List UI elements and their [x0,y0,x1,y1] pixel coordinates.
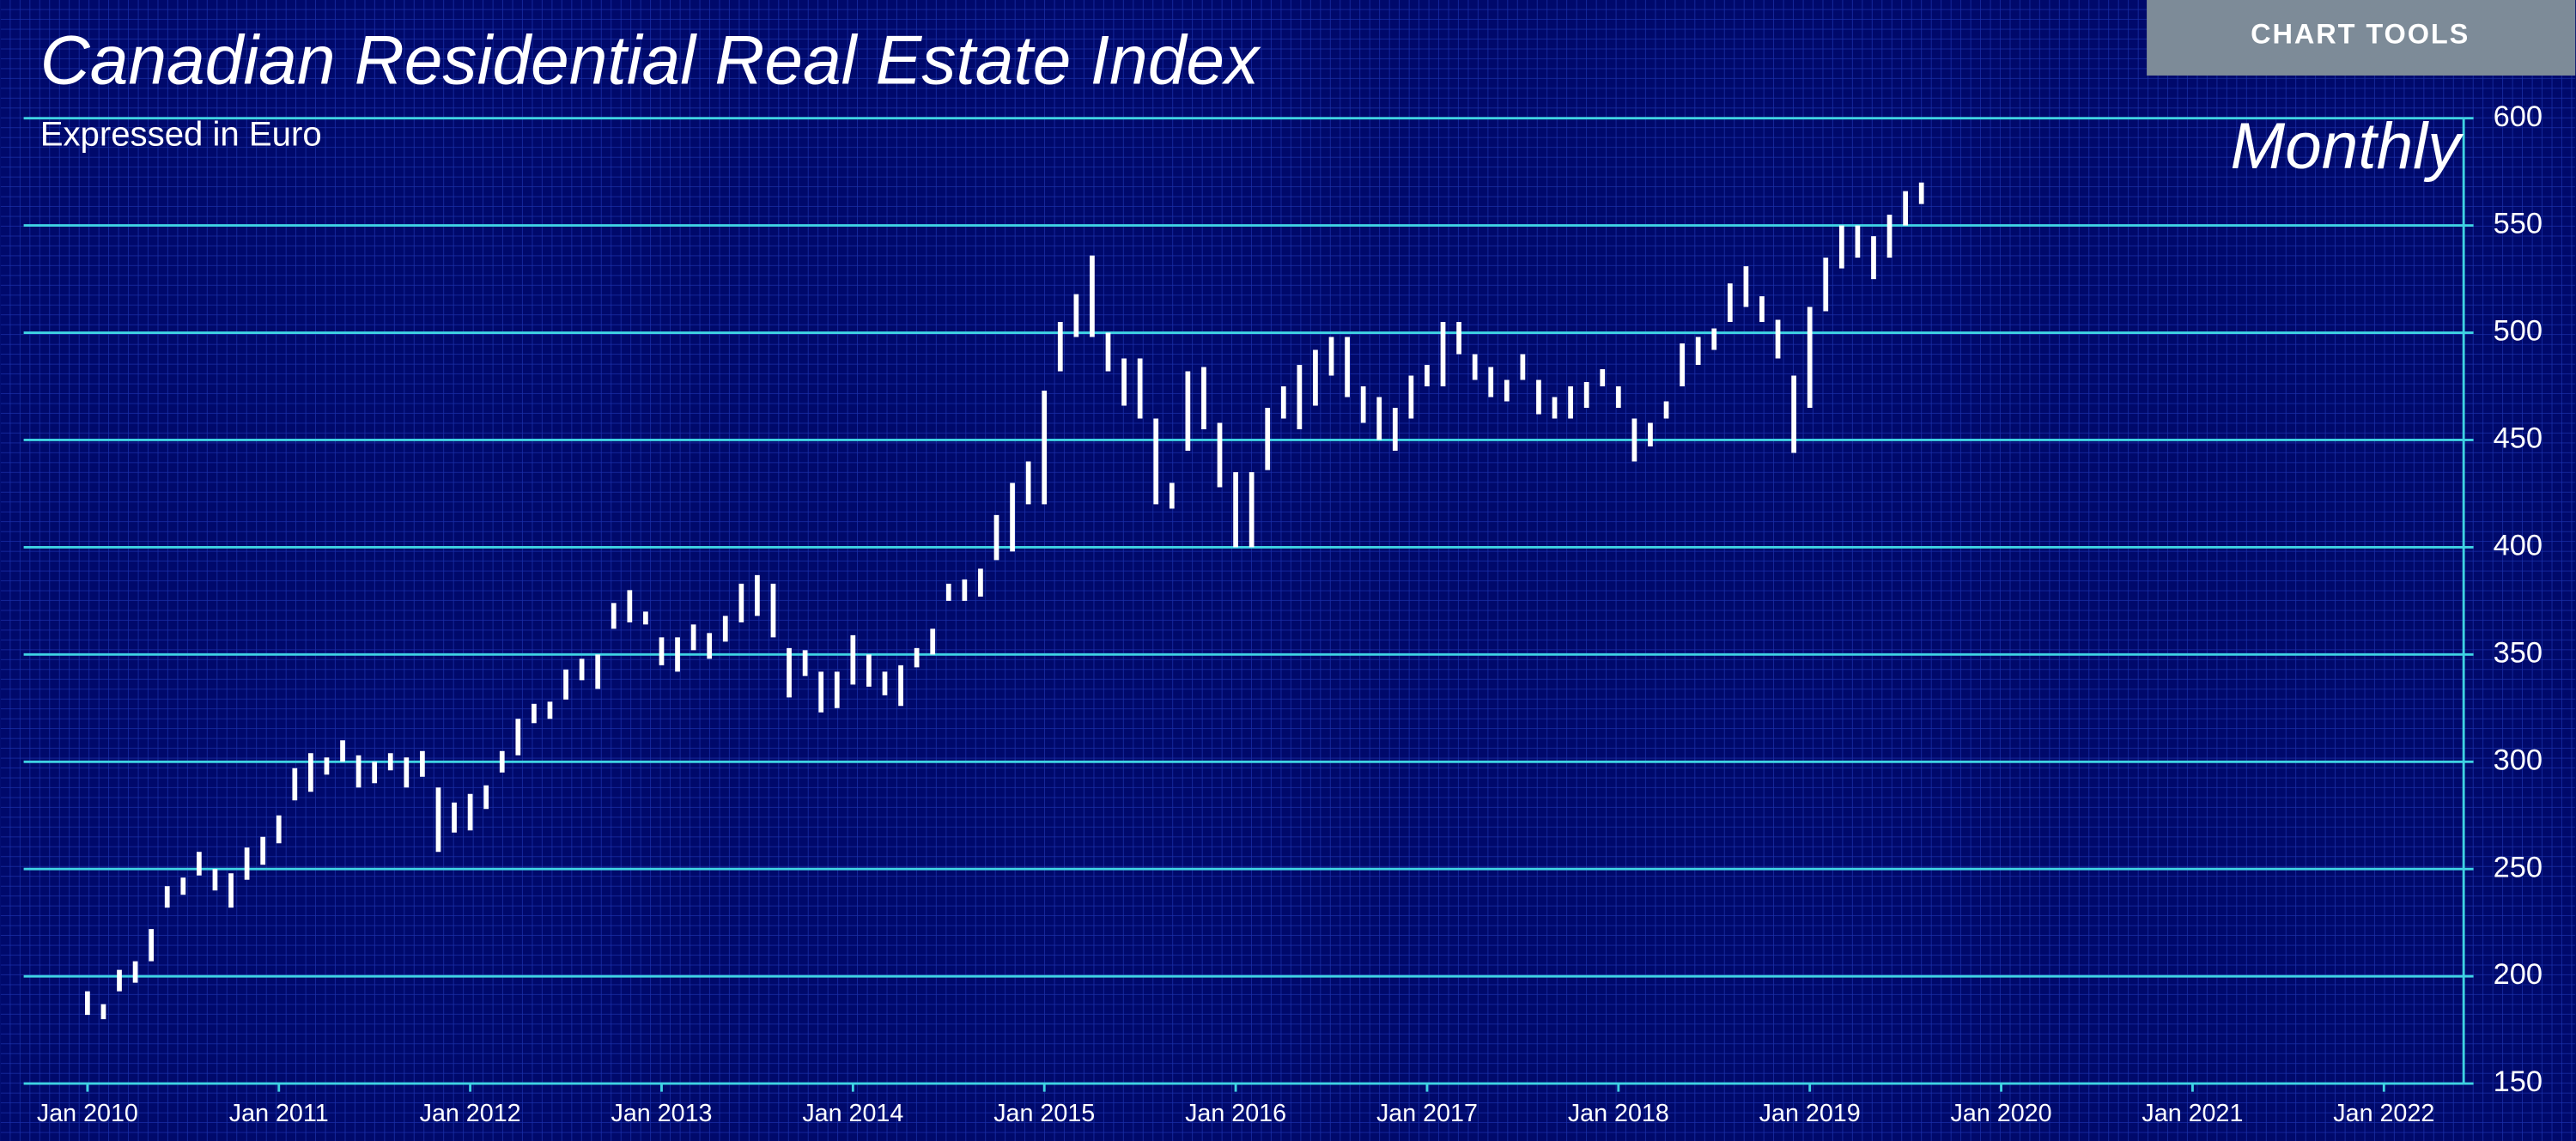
chart-tools-button[interactable]: CHART TOOLS [2147,0,2576,76]
y-tick-label: 300 [2494,743,2543,776]
x-tick-label: Jan 2016 [1185,1100,1286,1127]
x-tick-label: Jan 2014 [802,1100,903,1127]
chart-title: Canadian Residential Real Estate Index [40,22,1261,100]
x-tick-label: Jan 2013 [611,1100,712,1127]
x-tick-label: Jan 2022 [2333,1100,2434,1127]
x-tick-label: Jan 2018 [1568,1100,1669,1127]
y-tick-label: 200 [2494,958,2543,991]
y-tick-label: 150 [2494,1065,2543,1098]
frequency-label: Monthly [2231,110,2465,183]
chart-subtitle: Expressed in Euro [40,114,322,153]
button-label[interactable]: CHART TOOLS [2251,19,2470,50]
x-tick-label: Jan 2010 [37,1100,138,1127]
x-tick-label: Jan 2015 [993,1100,1095,1127]
y-tick-label: 550 [2494,208,2543,240]
x-tick-label: Jan 2021 [2142,1100,2243,1127]
x-tick-label: Jan 2019 [1759,1100,1861,1127]
y-tick-label: 500 [2494,315,2543,348]
x-tick-label: Jan 2020 [1951,1100,2052,1127]
y-tick-label: 600 [2494,100,2543,133]
y-tick-label: 400 [2494,530,2543,562]
y-tick-label: 350 [2494,636,2543,669]
y-tick-label: 250 [2494,851,2543,883]
y-tick-label: 450 [2494,422,2543,455]
button-background[interactable] [2147,0,2576,76]
plot-area: 150 200 250 300 350 400 450 500 550 600 Jan 2010 Ja… [23,100,2543,1127]
x-tick-label: Jan 2017 [1376,1100,1478,1127]
x-tick-label: Jan 2011 [229,1100,329,1127]
x-tick-label: Jan 2012 [420,1100,521,1127]
